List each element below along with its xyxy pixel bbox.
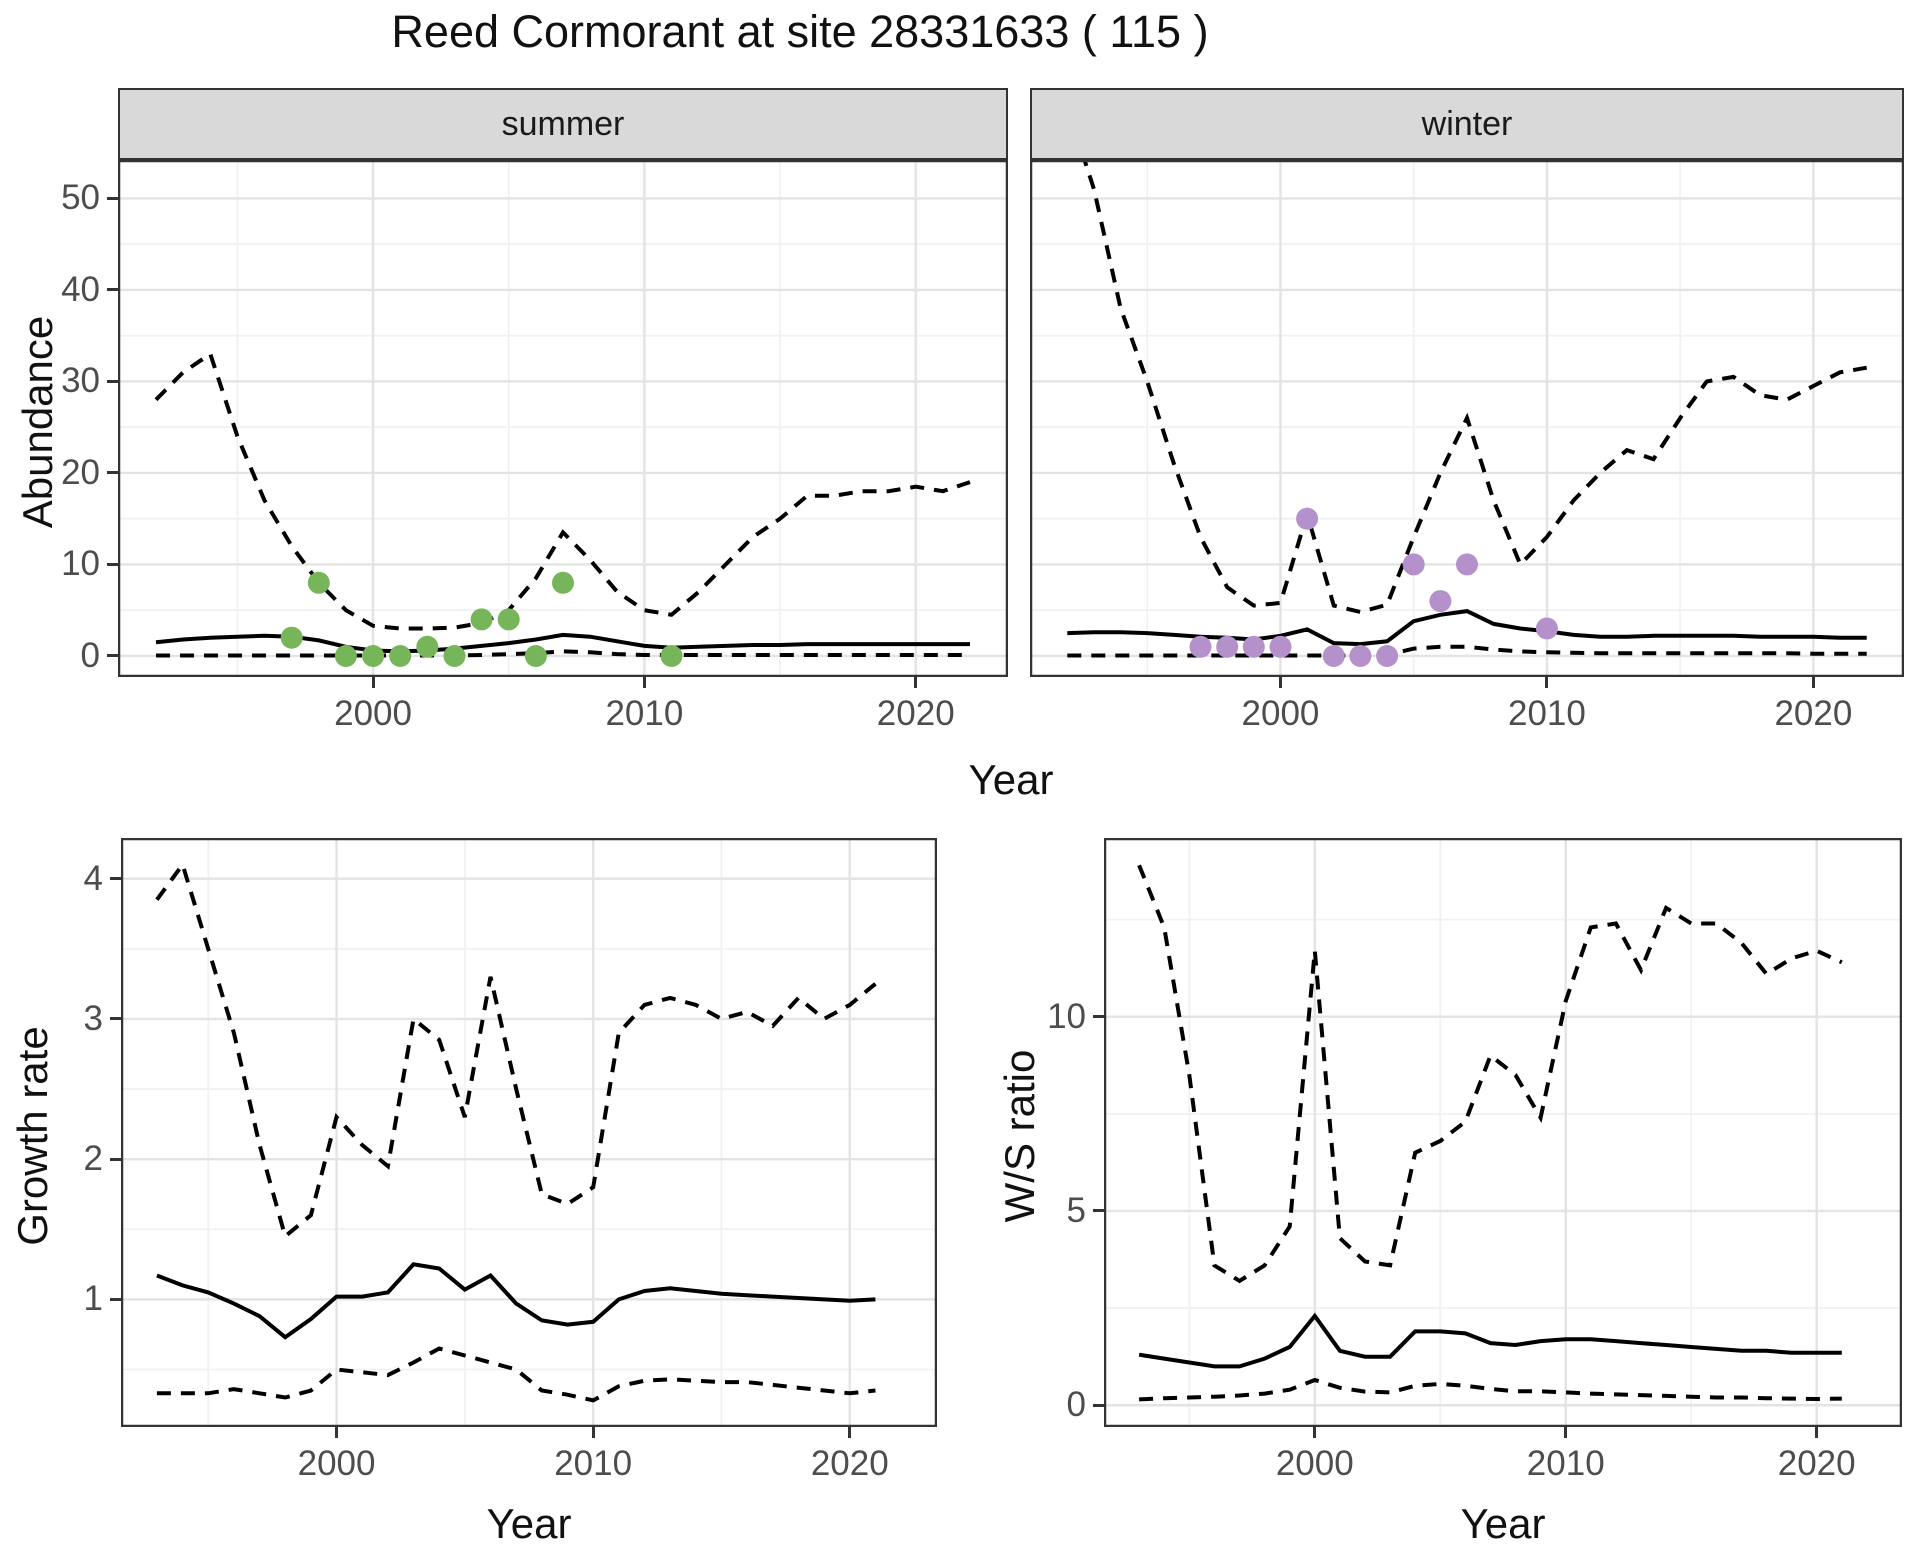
y-axis-tick-label: 20 bbox=[61, 452, 100, 492]
ws-ratio-panel-plot bbox=[1104, 838, 1902, 1427]
growth-rate-panel-plot bbox=[121, 838, 937, 1427]
x-axis-tick bbox=[1278, 677, 1282, 688]
facet-strip-winter: winter bbox=[1030, 88, 1904, 160]
y-axis-tick-label: 0 bbox=[80, 635, 100, 675]
y-axis-tick bbox=[107, 379, 118, 383]
winter-panel-plot bbox=[1030, 160, 1904, 677]
x-axis-tick-label: 2000 bbox=[334, 694, 412, 733]
y-axis-tick-label: 10 bbox=[61, 544, 100, 584]
x-axis-tick-label: 2010 bbox=[1508, 694, 1586, 733]
figure-title: Reed Cormorant at site 28331633 ( 115 ) bbox=[391, 6, 1209, 57]
x-axis-tick bbox=[1564, 1427, 1568, 1438]
x-axis-tick bbox=[848, 1427, 852, 1438]
x-axis-tick bbox=[1815, 1427, 1819, 1438]
y-axis-tick-label: 2 bbox=[83, 1139, 103, 1179]
y-axis-tick-label: 3 bbox=[83, 998, 103, 1038]
y-axis-tick bbox=[110, 1017, 121, 1021]
y-axis-tick-label: 4 bbox=[83, 858, 103, 898]
x-axis-tick-label: 2010 bbox=[1526, 1444, 1605, 1483]
x-axis-tick bbox=[335, 1427, 339, 1438]
x-axis-tick-label: 2020 bbox=[876, 694, 955, 733]
x-axis-tick-label: 2020 bbox=[810, 1444, 889, 1483]
y-axis-tick-label: 50 bbox=[61, 178, 100, 218]
facet-strip-winter-label: winter bbox=[1421, 104, 1513, 143]
abundance-x-axis-title: Year bbox=[968, 756, 1054, 803]
y-axis-tick-label: 0 bbox=[1066, 1385, 1086, 1425]
x-axis-tick-label: 2010 bbox=[554, 1444, 633, 1483]
x-axis-tick-label: 2000 bbox=[297, 1444, 376, 1483]
y-axis-tick bbox=[107, 196, 118, 200]
x-axis-tick bbox=[642, 677, 646, 688]
y-axis-tick bbox=[107, 562, 118, 566]
x-axis-tick-label: 2010 bbox=[605, 694, 684, 733]
y-axis-tick bbox=[107, 471, 118, 475]
y-axis-tick bbox=[107, 288, 118, 292]
y-axis-tick bbox=[110, 1297, 121, 1301]
y-axis-tick-label: 10 bbox=[1047, 996, 1086, 1036]
y-axis-tick bbox=[1093, 1209, 1104, 1213]
x-axis-tick bbox=[914, 677, 918, 688]
y-axis-tick bbox=[110, 1157, 121, 1161]
x-axis-tick bbox=[1811, 677, 1815, 688]
facet-strip-summer-label: summer bbox=[501, 104, 625, 143]
ws-ratio-x-axis-title: Year bbox=[1460, 1500, 1546, 1547]
ws-ratio-y-axis-title: W/S ratio bbox=[996, 1049, 1043, 1223]
x-axis-tick bbox=[1313, 1427, 1317, 1438]
x-axis-tick-label: 2020 bbox=[1774, 694, 1853, 733]
y-axis-tick bbox=[107, 654, 118, 658]
y-axis-tick-label: 1 bbox=[83, 1279, 103, 1319]
x-axis-tick-label: 2020 bbox=[1777, 1444, 1856, 1483]
x-axis-tick bbox=[1545, 677, 1549, 688]
y-axis-tick-label: 40 bbox=[61, 269, 100, 309]
y-axis-tick-label: 5 bbox=[1066, 1190, 1086, 1230]
summer-panel-plot bbox=[118, 160, 1008, 677]
growth-rate-x-axis-title: Year bbox=[486, 1500, 572, 1547]
x-axis-tick bbox=[591, 1427, 595, 1438]
x-axis-tick bbox=[371, 677, 375, 688]
y-axis-tick bbox=[1093, 1015, 1104, 1019]
y-axis-tick bbox=[110, 877, 121, 881]
x-axis-tick-label: 2000 bbox=[1241, 694, 1320, 733]
facet-strip-summer: summer bbox=[118, 88, 1008, 160]
x-axis-tick-label: 2000 bbox=[1275, 1444, 1354, 1483]
y-axis-tick bbox=[1093, 1403, 1104, 1407]
y-axis-tick-label: 30 bbox=[61, 361, 100, 401]
